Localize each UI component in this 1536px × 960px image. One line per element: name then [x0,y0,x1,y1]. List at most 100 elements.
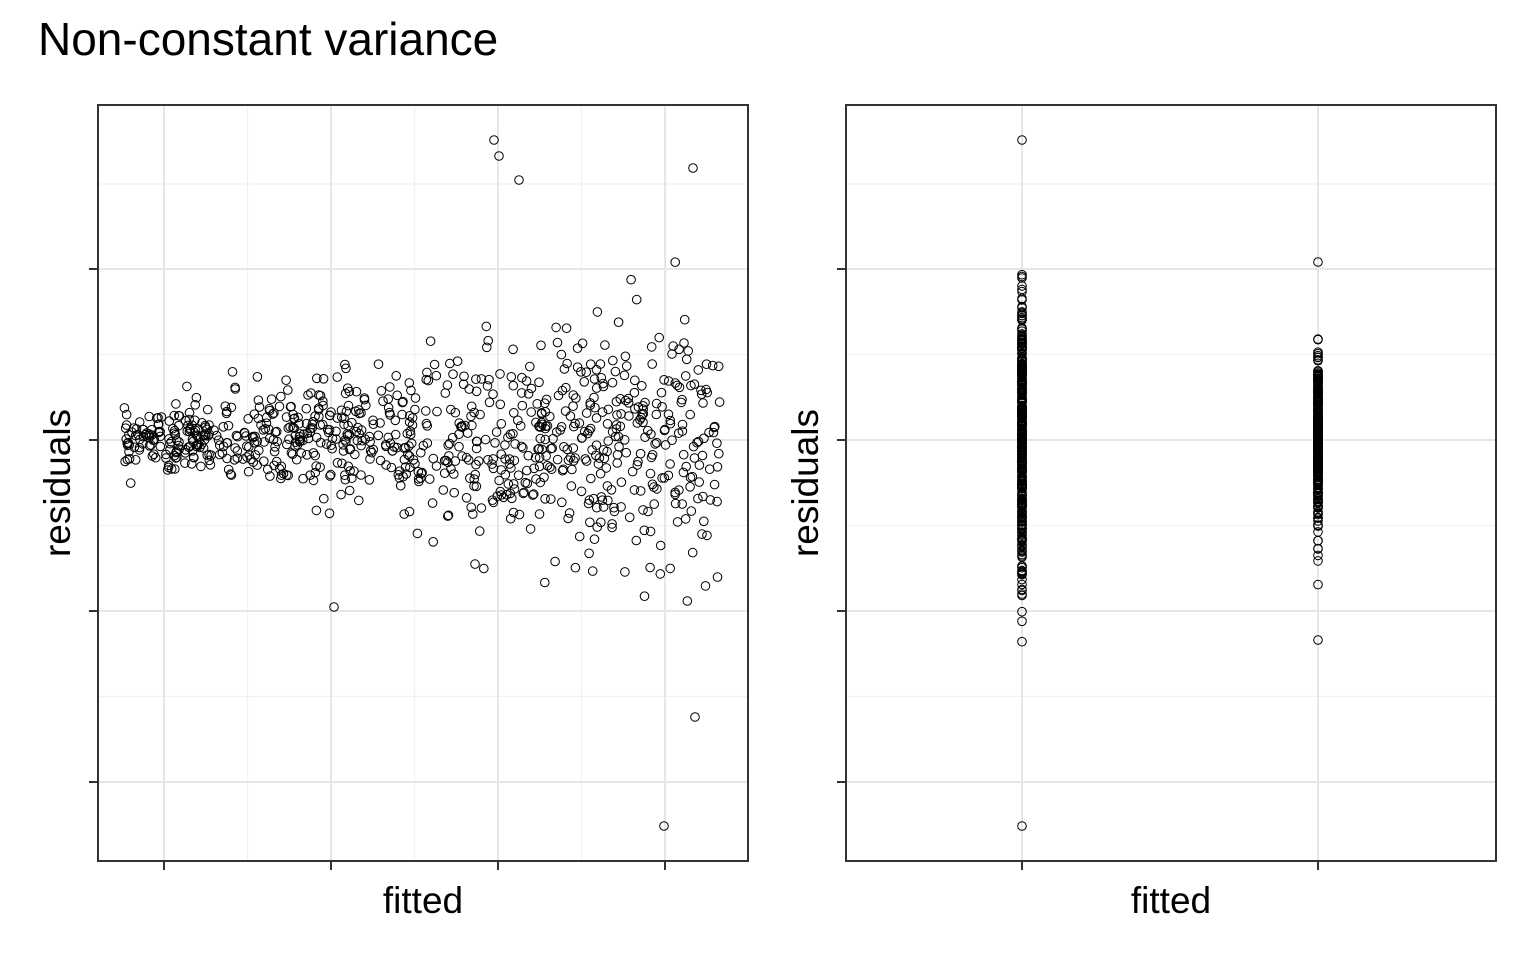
data-point [203,431,213,441]
data-point [650,439,660,449]
data-point [443,457,453,468]
data-point [586,473,596,484]
data-point [375,455,386,466]
data-point [231,430,242,441]
data-point [1017,445,1027,456]
data-point [714,397,725,407]
data-point [449,469,459,479]
data-point [568,443,579,453]
data-point [262,464,273,475]
data-point [631,294,642,305]
data-point [557,465,568,476]
data-point [261,418,272,429]
data-point [1017,376,1027,387]
data-point [343,461,354,472]
data-point [574,531,585,542]
data-point [665,459,675,469]
data-point [1017,389,1027,400]
data-point [345,444,355,455]
data-point [1017,312,1027,323]
data-point [657,473,667,483]
data-point [655,540,666,551]
data-point [467,420,477,431]
data-point [443,511,453,521]
data-point [404,506,415,517]
data-point [301,403,312,414]
data-point [631,535,642,546]
data-point [170,464,180,474]
data-point [220,401,231,412]
data-point [1017,579,1027,590]
data-point [392,390,403,401]
data-point [534,461,545,472]
data-point [124,430,134,440]
data-point [1313,492,1323,502]
data-point [710,421,720,432]
data-point [620,351,631,362]
data-point [689,379,700,390]
data-point [354,429,365,439]
data-point [626,274,636,285]
data-point [264,405,275,416]
data-point [701,359,712,370]
data-point [659,821,669,831]
data-point [230,382,240,393]
data-point [645,468,656,479]
data-point [584,495,595,505]
data-point [324,508,335,519]
data-point [670,487,680,498]
data-point [305,427,316,438]
data-point [639,525,650,536]
data-point [397,409,407,420]
data-point [412,528,423,539]
data-point [416,447,426,458]
data-point [1017,369,1027,379]
data-point [1017,403,1027,414]
y-axis-label: residuals [37,409,78,557]
data-point [514,175,524,185]
data-point [1313,516,1323,526]
data-point [540,577,550,588]
data-point [697,529,707,539]
data-point [562,358,572,369]
data-point [655,569,666,579]
data-point [1313,550,1323,561]
data-point [517,372,527,383]
data-point [1017,303,1027,313]
data-point [665,563,676,574]
data-point [188,452,199,463]
data-point [553,390,564,401]
data-point [308,448,319,458]
data-point [508,507,519,518]
data-point [704,427,714,438]
data-point [1313,257,1323,267]
data-point [1017,569,1027,580]
data-point [302,450,312,460]
data-point [189,427,200,438]
data-point [709,479,720,490]
data-point [522,465,532,476]
data-point [1313,544,1323,554]
data-point [337,412,347,423]
data-point [616,502,626,512]
data-point [540,434,551,445]
data-point [164,434,174,444]
data-point [611,420,622,430]
data-point [550,556,560,567]
data-point [612,458,623,468]
data-point [597,495,608,506]
data-point [598,502,609,512]
data-point [267,409,278,419]
data-point [183,442,194,452]
data-point [620,567,630,577]
data-point [615,394,626,404]
data-point [1313,488,1323,499]
data-point [587,566,598,576]
data-point [495,486,506,497]
data-point [646,452,657,463]
data-point [523,389,534,399]
data-point [528,490,538,500]
data-point [404,378,415,388]
data-point [603,436,614,446]
